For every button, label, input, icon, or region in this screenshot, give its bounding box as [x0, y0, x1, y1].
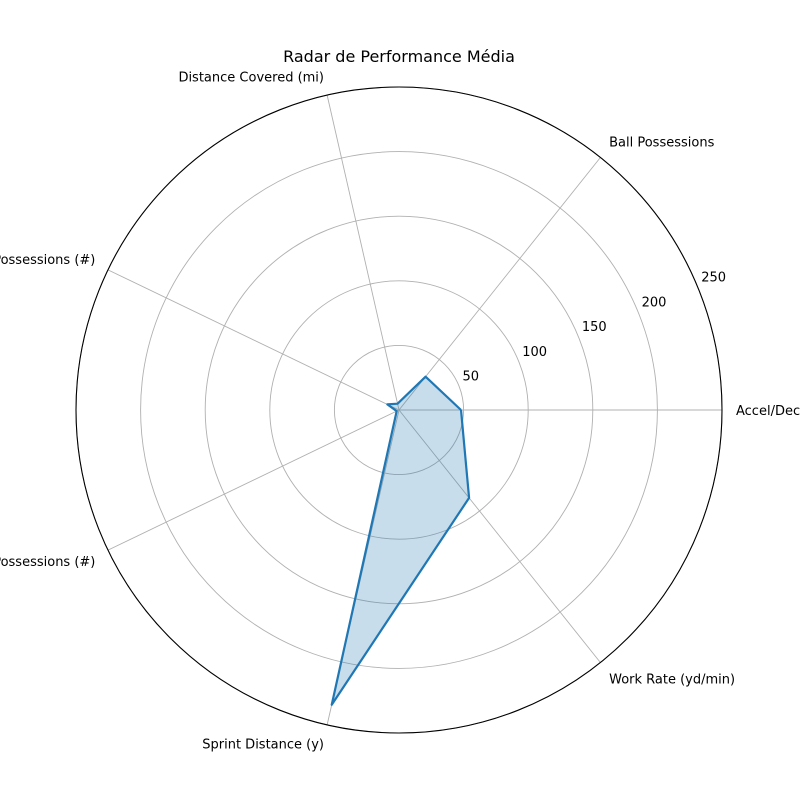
polar-frame: [75, 86, 723, 734]
category-label: Accel/Decl (#): [736, 404, 800, 419]
r-tick-label: 150: [582, 320, 607, 335]
category-label: Long Possessions (#): [0, 253, 95, 268]
r-tick-label: 50: [463, 370, 480, 385]
grid-spoke: [326, 94, 400, 411]
category-label: Distance Covered (mi): [178, 70, 324, 85]
series-line: [330, 375, 471, 706]
category-label: Sprint Distance (y): [202, 738, 324, 753]
series-fill: [331, 376, 470, 705]
series: [330, 375, 471, 706]
r-tick-label: 250: [701, 271, 726, 286]
grid-spoke: [398, 409, 601, 663]
category-label: Short Possessions (#): [0, 555, 95, 570]
grid-spoke: [107, 409, 400, 551]
category-label: Ball Possessions: [609, 136, 714, 151]
category-label: Work Rate (yd/min): [609, 672, 735, 687]
labels: 50 100 150 200 250 Accel/Decl (#) Ball Possess…: [0, 70, 800, 752]
r-tick-label: 100: [522, 345, 547, 360]
r-tick-label: 200: [642, 295, 667, 310]
chart-title: Radar de Performance Média: [283, 47, 515, 66]
grid-spoke: [107, 269, 400, 411]
grid-spoke: [398, 157, 601, 411]
